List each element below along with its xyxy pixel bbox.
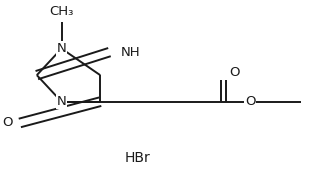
Text: N: N	[57, 42, 66, 55]
Text: CH₃: CH₃	[49, 5, 74, 18]
Text: O: O	[245, 95, 255, 108]
Text: HBr: HBr	[124, 151, 150, 165]
Text: O: O	[3, 116, 13, 129]
Text: N: N	[57, 95, 66, 108]
Text: NH: NH	[121, 46, 141, 59]
Text: O: O	[229, 66, 240, 79]
